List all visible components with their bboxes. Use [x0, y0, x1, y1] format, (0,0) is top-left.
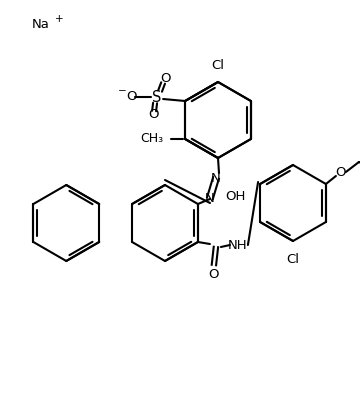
Text: S: S [152, 90, 162, 105]
Text: Cl: Cl [212, 59, 225, 72]
Text: O: O [209, 267, 219, 281]
Text: −: − [118, 86, 126, 96]
Text: +: + [55, 14, 64, 24]
Text: O: O [160, 72, 170, 86]
Text: O: O [336, 166, 346, 178]
Text: Na: Na [32, 18, 50, 31]
Text: Cl: Cl [287, 253, 300, 266]
Text: O: O [126, 90, 136, 103]
Text: NH: NH [228, 238, 248, 252]
Text: O: O [148, 109, 158, 121]
Text: N: N [205, 191, 215, 205]
Text: CH₃: CH₃ [140, 133, 163, 146]
Text: OH: OH [225, 189, 245, 203]
Text: N: N [211, 172, 221, 185]
